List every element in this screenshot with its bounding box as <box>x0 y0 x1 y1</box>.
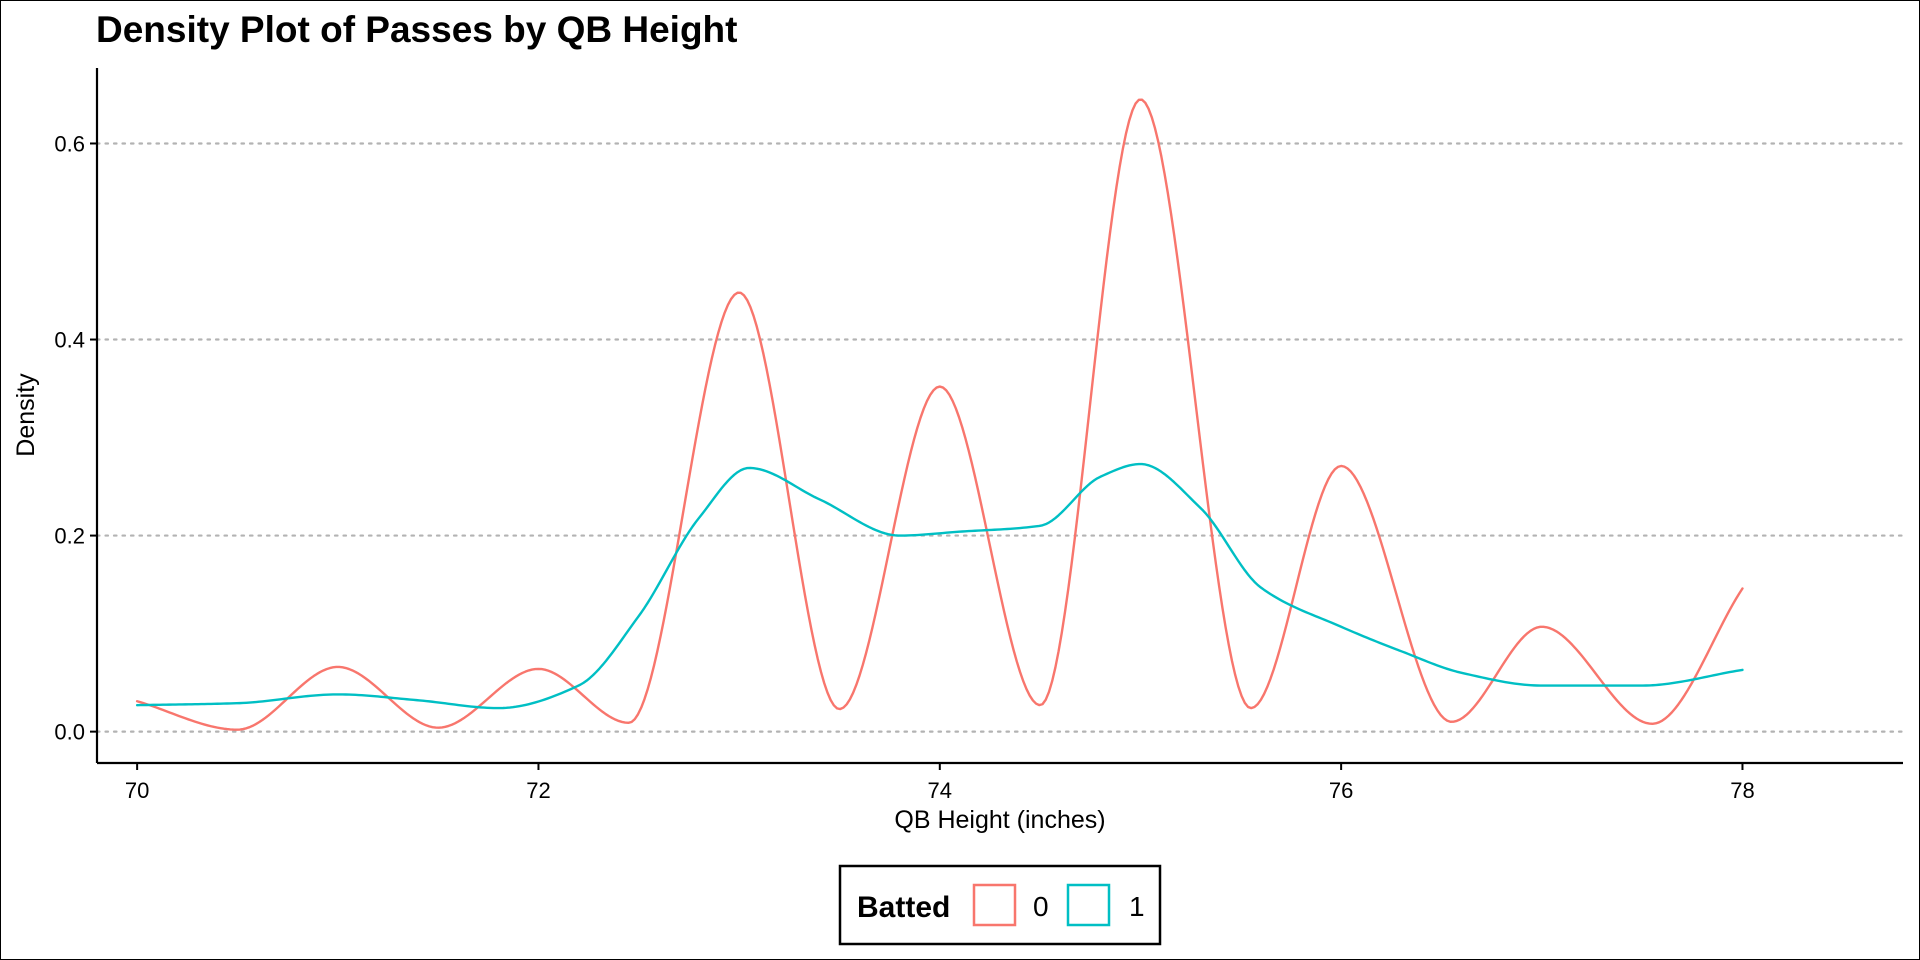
density-line-batted-1 <box>135 462 1744 710</box>
y-tick-label-0: 0.0 <box>54 720 85 745</box>
density-series <box>135 98 1744 731</box>
axes <box>95 68 1903 765</box>
legend-title: Batted <box>857 891 950 924</box>
legend: Batted 0 1 <box>838 864 1162 946</box>
x-tick-label-0: 70 <box>125 778 149 803</box>
y-tick-label-3: 0.6 <box>54 131 85 156</box>
y-axis-ticks: 0.0 0.2 0.4 0.6 <box>54 131 97 745</box>
chart-title: Density Plot of Passes by QB Height <box>96 9 737 50</box>
gridlines <box>95 142 1905 733</box>
y-tick-label-1: 0.2 <box>54 524 85 549</box>
x-tick-label-1: 72 <box>526 778 550 803</box>
legend-key-0 <box>972 883 1017 927</box>
legend-label-1: 1 <box>1129 891 1145 922</box>
legend-label-0: 0 <box>1033 891 1049 922</box>
x-tick-label-2: 74 <box>928 778 952 803</box>
x-axis-title: QB Height (inches) <box>894 806 1105 834</box>
x-tick-label-4: 78 <box>1730 778 1754 803</box>
x-tick-label-3: 76 <box>1329 778 1353 803</box>
y-tick-label-2: 0.4 <box>54 328 85 353</box>
legend-key-1 <box>1066 883 1111 927</box>
x-axis-ticks: 70 72 74 76 78 <box>125 763 1755 803</box>
y-axis-title: Density <box>12 373 40 457</box>
density-line-batted-0 <box>135 98 1744 731</box>
